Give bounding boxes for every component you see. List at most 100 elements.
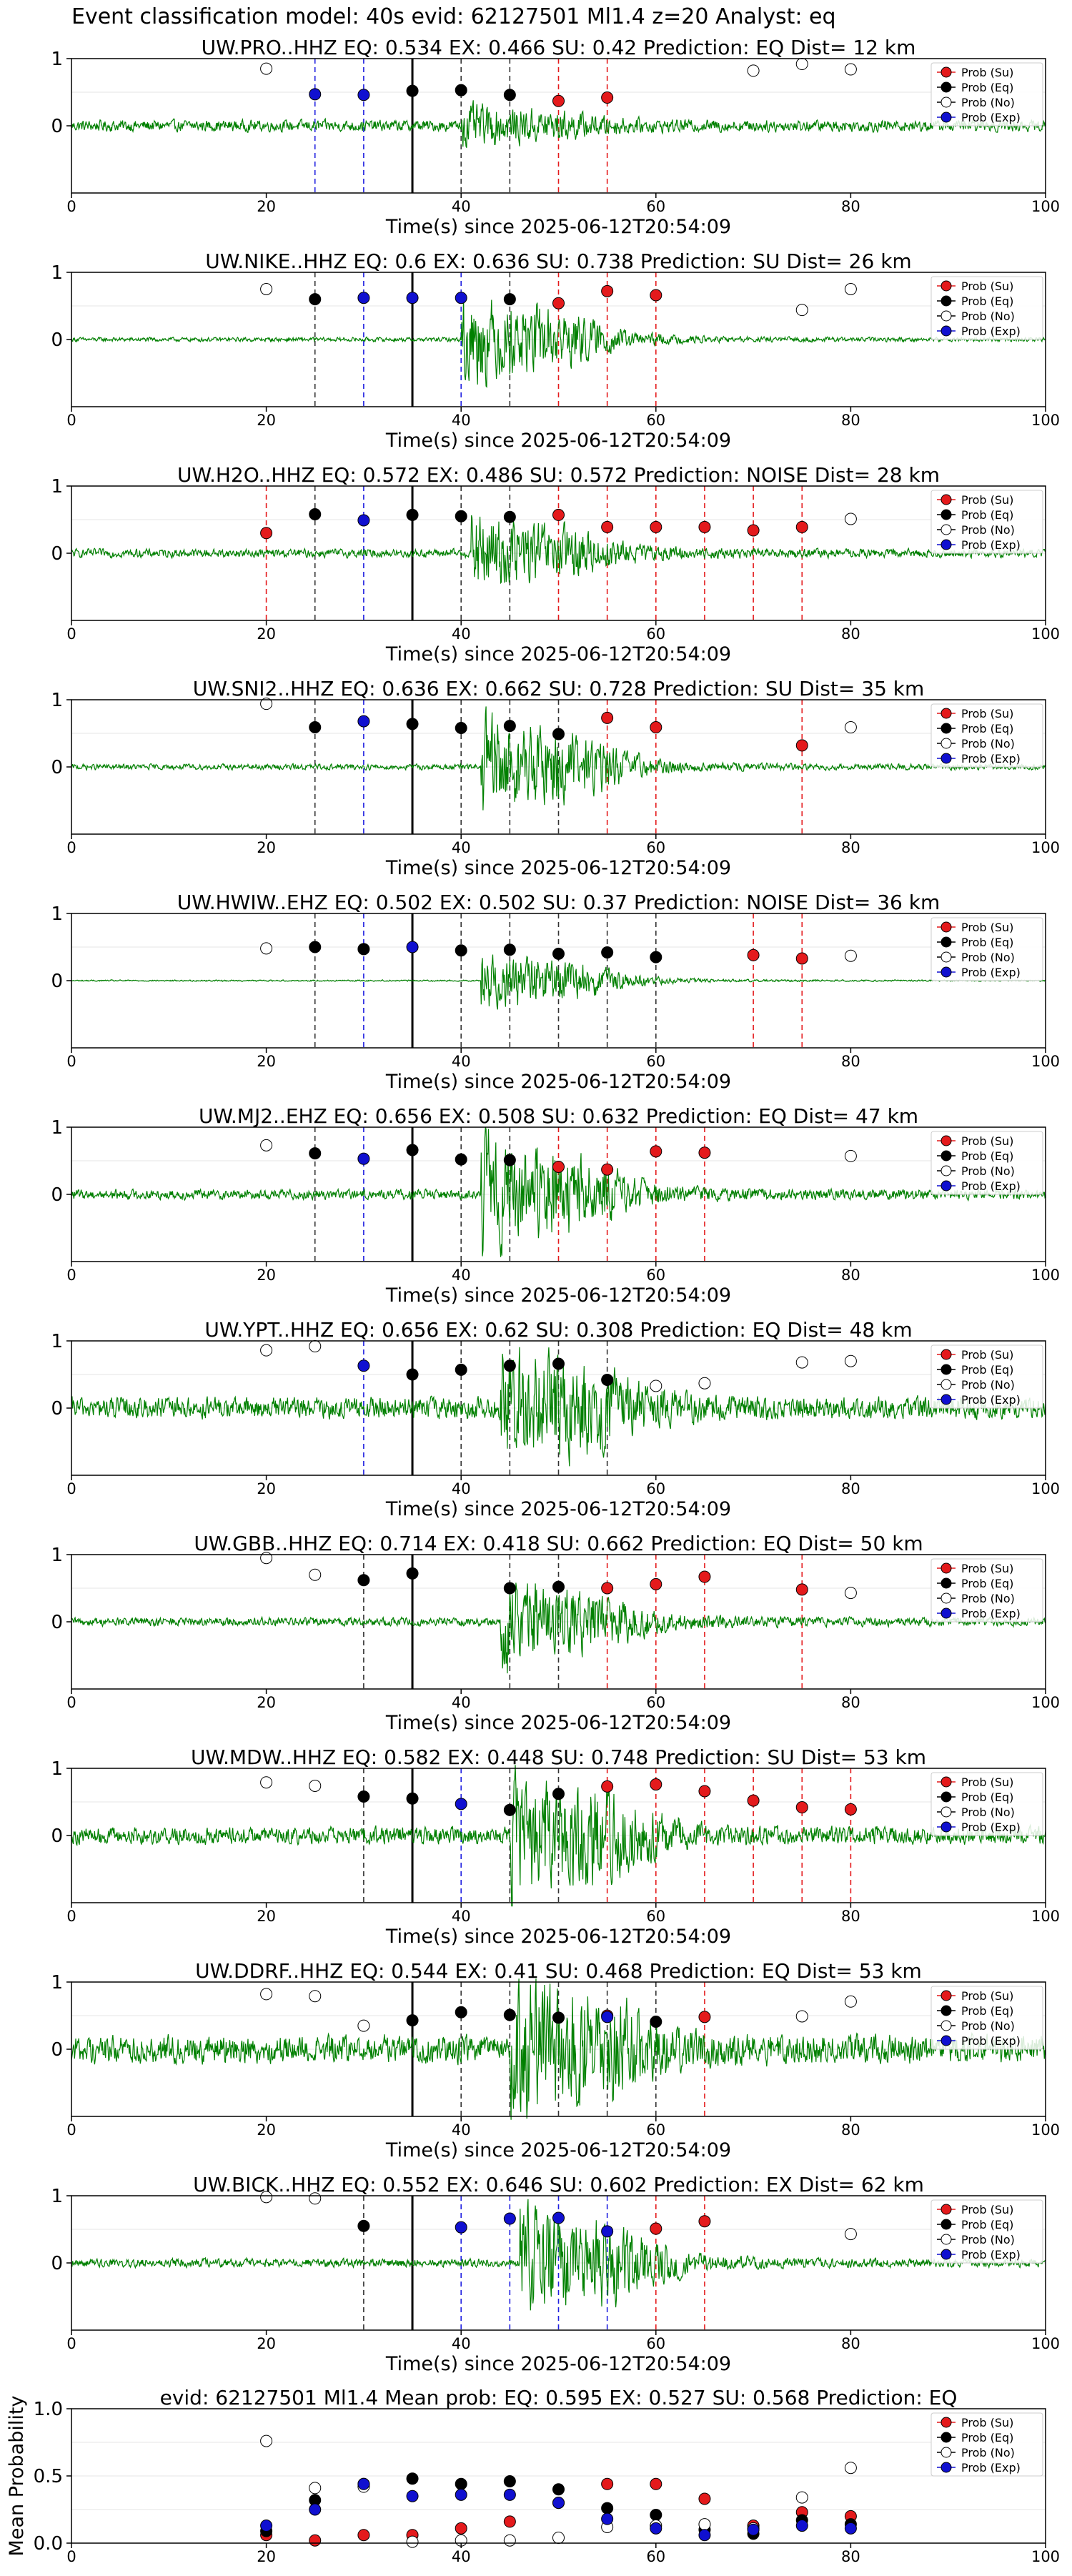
y-tick-label: 0 — [51, 330, 63, 351]
prob-no-point — [795, 2491, 808, 2504]
x-tick-label: 80 — [841, 198, 860, 215]
legend: Prob (Su)Prob (Eq)Prob (No)Prob (Exp) — [930, 62, 1043, 127]
legend-label: Prob (Exp) — [961, 1179, 1021, 1193]
prob-no-point — [795, 304, 808, 317]
prob-exp-point — [601, 2512, 614, 2525]
prob-no-point — [260, 1776, 273, 1789]
legend-marker-no — [941, 2234, 952, 2245]
prob-exp-point — [309, 2503, 322, 2516]
legend-box — [930, 703, 1043, 768]
waveform-trace — [71, 1978, 1046, 2120]
prob-no-point — [260, 2191, 273, 2204]
waveform-trace — [71, 1765, 1046, 1907]
legend-box — [930, 1772, 1043, 1836]
legend-label: Prob (Su) — [961, 707, 1013, 720]
legend-label: Prob (Exp) — [961, 2034, 1021, 2048]
prob-eq-point — [601, 2502, 614, 2515]
x-tick-label: 20 — [257, 1694, 276, 1711]
legend-marker-no — [941, 1592, 952, 1604]
legend-marker-eq — [941, 509, 952, 520]
prob-eq-point — [406, 84, 419, 97]
prob-no-point — [357, 2019, 370, 2032]
legend: Prob (Su)Prob (Eq)Prob (No)Prob (Exp) — [930, 276, 1043, 340]
legend: Prob (Su)Prob (Eq)Prob (No)Prob (Exp) — [930, 2199, 1043, 2264]
prob-eq-point — [309, 507, 322, 520]
prob-no-point — [260, 283, 273, 295]
legend-marker-no — [941, 2447, 952, 2458]
prob-eq-point — [309, 721, 322, 734]
prob-eq-point — [455, 1153, 467, 1166]
y-tick-label: 1 — [51, 690, 63, 711]
prob-su-point — [747, 524, 760, 537]
x-tick-label: 60 — [646, 839, 665, 856]
x-axis-label: Time(s) since 2025-06-12T20:54:09 — [385, 857, 731, 879]
legend: Prob (Su)Prob (Eq)Prob (No)Prob (Exp) — [930, 2412, 1043, 2477]
legend: Prob (Su)Prob (Eq)Prob (No)Prob (Exp) — [930, 703, 1043, 768]
legend-label: Prob (Exp) — [961, 1393, 1021, 1407]
legend: Prob (Su)Prob (Eq)Prob (No)Prob (Exp) — [930, 1986, 1043, 2050]
y-tick-label: 0.5 — [34, 2466, 63, 2487]
prob-su-point — [650, 1778, 662, 1791]
legend-box — [930, 490, 1043, 554]
legend-marker-eq — [941, 1791, 952, 1803]
prob-no-point — [844, 512, 857, 525]
x-tick-label: 0 — [66, 1053, 76, 1070]
x-tick-label: 20 — [257, 625, 276, 643]
legend-label: Prob (Su) — [961, 493, 1013, 507]
prob-su-point — [601, 1163, 614, 1176]
prob-exp-point — [455, 2221, 467, 2234]
panel-title: UW.PRO..HHZ EQ: 0.534 EX: 0.466 SU: 0.42… — [202, 36, 916, 59]
y-tick-label: 1 — [51, 903, 63, 925]
legend-label: Prob (Su) — [961, 2416, 1013, 2429]
prob-no-point — [747, 64, 760, 77]
legend-marker-exp — [941, 1607, 952, 1619]
y-tick-label: 0 — [51, 1398, 63, 1420]
prob-eq-point — [309, 293, 322, 306]
prob-su-point — [650, 721, 662, 734]
x-tick-label: 20 — [257, 2121, 276, 2139]
prob-exp-point — [357, 292, 370, 304]
x-axis-label: Time(s) since 2025-06-12T20:54:09 — [385, 430, 731, 452]
prob-eq-point — [455, 2006, 467, 2018]
legend-box — [930, 2412, 1043, 2477]
prob-exp-point — [698, 2529, 711, 2542]
legend-marker-su — [941, 66, 952, 78]
x-tick-label: 0 — [66, 1908, 76, 1925]
x-tick-label: 60 — [646, 1908, 665, 1925]
prob-eq-point — [455, 2477, 467, 2490]
prob-su-point — [552, 297, 565, 309]
x-tick-label: 40 — [452, 2335, 471, 2352]
legend-label: Prob (Exp) — [961, 538, 1021, 552]
prob-su-point — [747, 1794, 760, 1807]
x-axis-label: Time(s) since 2025-06-12T20:54:09 — [385, 216, 731, 238]
prob-su-point — [844, 1803, 857, 1815]
legend-label: Prob (Eq) — [961, 2218, 1013, 2231]
legend-label: Prob (No) — [961, 951, 1015, 964]
prob-eq-point — [455, 84, 467, 96]
y-tick-label: 1 — [51, 1545, 63, 1566]
x-tick-label: 80 — [841, 1053, 860, 1070]
prob-su-point — [552, 508, 565, 521]
y-tick-label: 1 — [51, 1758, 63, 1780]
y-tick-label: 1 — [51, 1117, 63, 1139]
prob-su-point — [795, 952, 808, 965]
prob-no-point — [844, 949, 857, 962]
legend-label: Prob (Eq) — [961, 1149, 1013, 1163]
prob-no-point — [260, 698, 273, 710]
x-axis-label: Time(s) since 2025-06-12T20:54:09 — [385, 1071, 731, 1093]
x-tick-label: 60 — [646, 2335, 665, 2352]
legend-label: Prob (Exp) — [961, 1820, 1021, 1834]
prob-eq-point — [503, 293, 516, 306]
prob-su-point — [601, 711, 614, 724]
x-axis-label: Time(s) since 2025-06-12T20:54:09 — [385, 1498, 731, 1520]
prob-eq-point — [406, 1567, 419, 1580]
prob-no-point — [309, 2192, 322, 2205]
legend-label: Prob (Exp) — [961, 752, 1021, 766]
legend-label: Prob (Su) — [961, 279, 1013, 293]
panel-title: UW.BICK..HHZ EQ: 0.552 EX: 0.646 SU: 0.6… — [193, 2173, 924, 2196]
prob-su-point — [747, 948, 760, 961]
prob-su-point — [795, 520, 808, 533]
prob-eq-point — [455, 721, 467, 734]
legend-label: Prob (Exp) — [961, 966, 1021, 979]
